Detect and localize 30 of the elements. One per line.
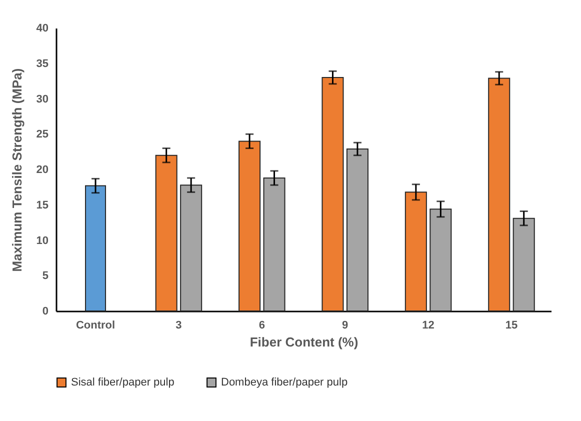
y-tick-label: 10 bbox=[36, 234, 48, 247]
bar bbox=[404, 192, 427, 312]
y-tick-label: 40 bbox=[36, 22, 48, 34]
y-tick-label: 20 bbox=[36, 164, 48, 176]
y-tick-label: 35 bbox=[36, 58, 48, 70]
bar bbox=[180, 184, 202, 312]
legend-label: Dombeya fiber/paper pulp bbox=[221, 376, 348, 389]
bar bbox=[263, 177, 286, 312]
y-tick-label: 30 bbox=[36, 93, 48, 106]
bar bbox=[85, 185, 106, 312]
x-tick-label: 6 bbox=[258, 320, 265, 332]
x-tick-label: 15 bbox=[505, 320, 518, 332]
bar bbox=[488, 78, 510, 312]
x-axis-title: Fiber Content (%) bbox=[250, 334, 358, 350]
x-tick-label: 3 bbox=[176, 320, 182, 332]
x-tick-label: 12 bbox=[422, 320, 434, 332]
x-tick-label: 9 bbox=[342, 320, 348, 332]
y-tick-label: 15 bbox=[36, 199, 48, 212]
bar bbox=[155, 154, 178, 312]
y-tick-label: 5 bbox=[42, 270, 48, 282]
bar bbox=[430, 208, 452, 312]
bar bbox=[512, 218, 535, 312]
legend-label: Sisal fiber/paper pulp bbox=[71, 376, 174, 389]
bar bbox=[322, 77, 344, 312]
y-tick-label: 25 bbox=[36, 128, 48, 141]
bar bbox=[238, 140, 261, 312]
bar bbox=[346, 148, 368, 312]
x-tick-label: Control bbox=[76, 320, 116, 332]
y-axis-title: Maximum Tensile Strength (MPa) bbox=[9, 68, 24, 272]
y-tick-label: 0 bbox=[42, 306, 48, 318]
